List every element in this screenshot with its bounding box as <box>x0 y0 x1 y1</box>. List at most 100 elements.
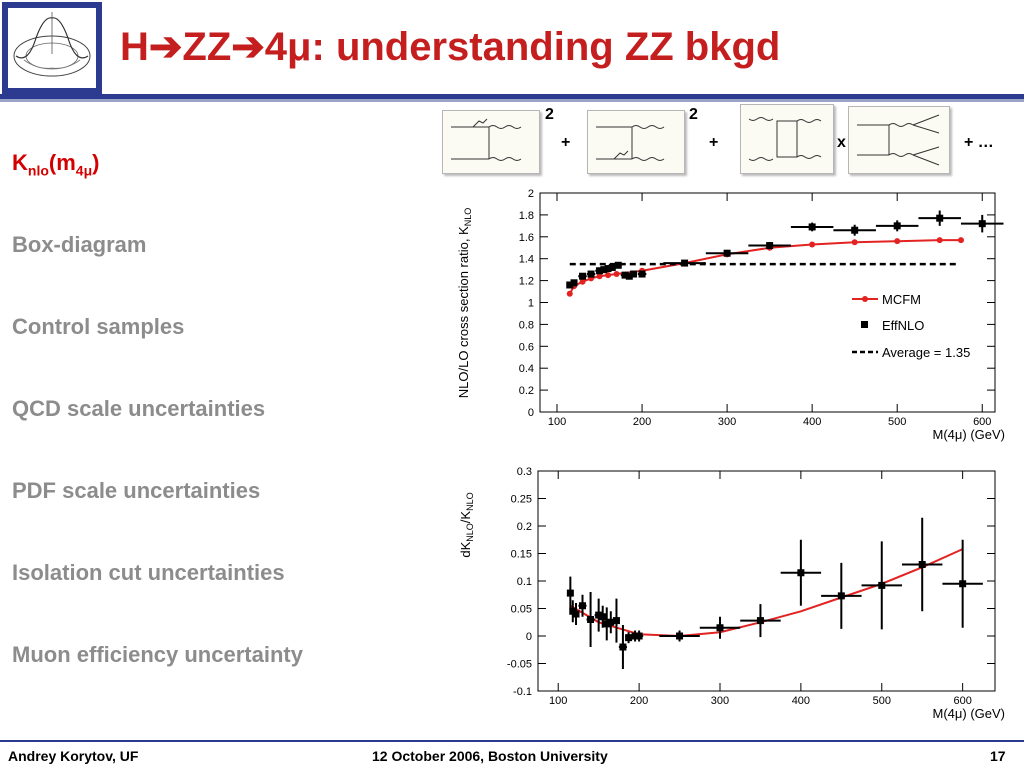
footer-date-venue: 12 October 2006, Boston University <box>372 748 608 764</box>
point-marker <box>608 263 616 271</box>
square-exponent: 2 <box>689 106 698 123</box>
point-marker <box>676 632 684 640</box>
square-exponent: 2 <box>545 106 554 123</box>
title-divider <box>0 94 1024 99</box>
plot-frame <box>537 470 996 692</box>
mcfm-point <box>809 241 816 248</box>
data-point <box>901 517 943 612</box>
bullet-item: Control samples <box>12 314 185 339</box>
data-point <box>637 270 647 278</box>
data-point <box>578 594 587 617</box>
mcfm-point <box>613 271 620 278</box>
point-marker <box>635 632 643 640</box>
y-tick-label: 0.3 <box>517 466 532 478</box>
x-tick-label: 100 <box>548 416 566 428</box>
bullet-item: Box-diagram <box>12 232 147 257</box>
y-tick-label: 1.4 <box>519 254 534 266</box>
times-operator: x <box>837 134 846 151</box>
x-tick-label: 400 <box>792 695 810 707</box>
y-tick-label: 0.6 <box>519 341 534 353</box>
data-point <box>699 616 741 639</box>
legend-label-average: Average = 1.35 <box>882 345 970 360</box>
point-marker <box>625 272 633 280</box>
logo-frame <box>2 2 102 94</box>
x-tick-label: 600 <box>973 416 991 428</box>
data-point <box>740 604 781 638</box>
k-factor-label: Knlo(m4μ) <box>12 150 100 179</box>
mcfm-point <box>596 273 603 280</box>
point-marker <box>638 270 646 278</box>
point-marker <box>723 249 731 257</box>
point-marker <box>619 643 627 651</box>
point-marker <box>978 220 986 228</box>
data-point <box>780 539 822 606</box>
point-marker <box>587 270 595 278</box>
point-marker <box>566 281 574 289</box>
point-marker <box>604 265 612 273</box>
point-marker <box>797 569 805 577</box>
series-line-mcfm <box>568 239 961 295</box>
plus-operator: + <box>561 134 571 151</box>
y-tick-label: 0.2 <box>517 521 532 533</box>
point-marker <box>587 616 595 623</box>
point-marker <box>893 222 901 230</box>
y-tick-label: -0.05 <box>507 659 532 671</box>
point-marker <box>851 226 859 234</box>
data-point <box>618 625 627 669</box>
mcfm-point <box>566 290 573 297</box>
point-marker <box>578 602 586 610</box>
data-point <box>599 605 607 628</box>
point-marker <box>599 613 607 621</box>
data-point <box>572 603 580 625</box>
x-axis-label: M(4μ) (GeV) <box>933 427 1006 442</box>
x-tick-label: 300 <box>711 695 729 707</box>
y-axis-label: NLO/LO cross section ratio, KNLO <box>456 208 473 398</box>
data-point <box>612 598 620 643</box>
point-marker <box>918 561 926 568</box>
feynman-diagram-3 <box>740 104 834 174</box>
mcfm-point <box>957 237 964 244</box>
bullet-item: Muon efficiency uncertainty <box>12 642 303 667</box>
data-point <box>630 270 638 278</box>
data-point <box>607 611 615 634</box>
y-tick-label: -0.1 <box>513 686 532 698</box>
point-marker <box>716 624 724 632</box>
data-point <box>821 562 862 629</box>
data-point <box>942 539 983 628</box>
data-point <box>705 249 749 257</box>
footer-divider <box>0 740 1024 742</box>
data-point <box>875 220 919 232</box>
data-point <box>960 214 1004 233</box>
data-point <box>635 630 644 642</box>
point-marker <box>808 223 816 231</box>
y-tick-label: 1 <box>528 298 534 310</box>
feynman-diagram-2 <box>587 110 685 174</box>
bullet-item: Isolation cut uncertainties <box>12 560 285 585</box>
point-marker <box>625 634 633 642</box>
plot-frame <box>539 192 996 413</box>
mcfm-point <box>605 272 612 279</box>
point-marker <box>566 589 574 597</box>
data-point <box>578 272 587 280</box>
x-tick-label: 500 <box>873 695 891 707</box>
data-point <box>833 224 876 236</box>
legend-label-effnlo: EffNLO <box>882 318 924 333</box>
data-point <box>586 592 595 647</box>
footer-page-number: 17 <box>990 748 1006 764</box>
point-marker <box>603 620 611 628</box>
point-marker <box>596 267 604 275</box>
title-band <box>104 2 1024 94</box>
data-point <box>586 270 596 278</box>
legend-label-mcfm: MCFM <box>882 292 921 307</box>
y-tick-label: 1.6 <box>519 232 534 244</box>
feynman-diagram-1 <box>442 110 540 174</box>
x-tick-label: 200 <box>630 695 648 707</box>
k-factor-chart: 100 200 300 400 500 600 0 0.2 0.4 0.6 0.8 1 1.2 1.4 1.… <box>456 188 1006 442</box>
y-tick-label: 0.4 <box>519 363 534 375</box>
mcfm-point <box>579 278 586 285</box>
point-marker <box>936 214 944 222</box>
point-marker <box>959 580 967 588</box>
mcfm-point <box>936 237 943 244</box>
x-tick-label: 500 <box>888 416 906 428</box>
y-tick-label: 2 <box>528 188 534 200</box>
